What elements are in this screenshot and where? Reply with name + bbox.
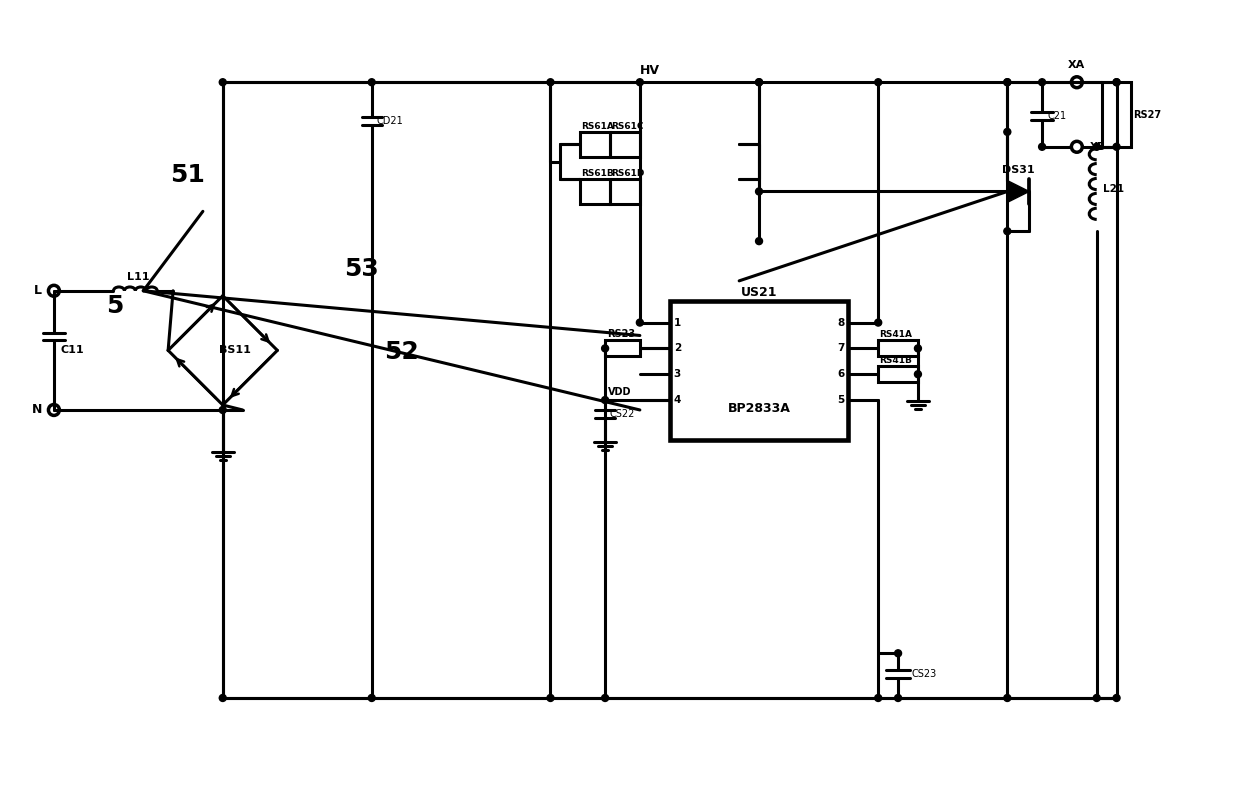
Circle shape [1114, 694, 1120, 701]
Text: C11: C11 [61, 345, 84, 356]
Circle shape [601, 694, 609, 701]
Text: 2: 2 [673, 343, 681, 353]
Circle shape [368, 79, 376, 86]
Circle shape [1114, 143, 1120, 151]
Text: 5: 5 [107, 294, 124, 318]
Circle shape [368, 694, 376, 701]
Text: 1: 1 [673, 318, 681, 327]
Circle shape [1004, 228, 1011, 235]
Text: 5: 5 [837, 395, 844, 405]
Circle shape [219, 407, 226, 413]
Circle shape [914, 371, 921, 377]
Text: CD21: CD21 [377, 116, 403, 126]
Text: CS22: CS22 [609, 409, 635, 419]
Text: RS27: RS27 [1133, 109, 1162, 120]
Text: 4: 4 [673, 395, 681, 405]
Circle shape [914, 345, 921, 352]
Text: 52: 52 [384, 340, 419, 364]
Text: RS23: RS23 [608, 330, 635, 339]
Text: BP2833A: BP2833A [728, 402, 790, 415]
Text: 53: 53 [345, 257, 379, 281]
Bar [610, 179, 640, 204]
Text: 7: 7 [837, 343, 844, 353]
Circle shape [1094, 694, 1100, 701]
Text: RS61B: RS61B [582, 169, 614, 178]
Text: C21: C21 [1047, 111, 1066, 121]
Circle shape [755, 188, 763, 195]
Text: HV: HV [640, 64, 660, 77]
Circle shape [1039, 143, 1045, 151]
Text: N: N [31, 403, 42, 416]
Text: L21: L21 [1102, 184, 1123, 194]
Text: L11: L11 [126, 272, 150, 282]
Circle shape [874, 319, 882, 326]
Text: CS23: CS23 [911, 669, 937, 679]
Bar [670, 301, 848, 440]
Text: 51: 51 [171, 163, 206, 186]
Circle shape [219, 79, 226, 86]
Circle shape [1004, 129, 1011, 135]
Circle shape [755, 79, 763, 86]
Circle shape [219, 694, 226, 701]
Circle shape [1114, 79, 1120, 86]
Circle shape [874, 694, 882, 701]
Bar [610, 132, 640, 156]
Circle shape [547, 694, 554, 701]
Text: DS31: DS31 [1002, 164, 1034, 175]
Circle shape [601, 397, 609, 403]
Bar [1101, 83, 1131, 147]
Text: L: L [33, 284, 42, 297]
Circle shape [1004, 79, 1011, 86]
Circle shape [1094, 143, 1100, 151]
Text: XB: XB [1090, 142, 1106, 151]
Text: XA: XA [1068, 60, 1085, 70]
Circle shape [636, 79, 644, 86]
Text: RS41A: RS41A [879, 330, 913, 339]
Circle shape [1114, 79, 1120, 86]
Circle shape [755, 79, 763, 86]
Circle shape [874, 79, 882, 86]
Text: RS61A: RS61A [582, 122, 614, 131]
Circle shape [1039, 79, 1045, 86]
Circle shape [894, 650, 901, 657]
Circle shape [755, 237, 763, 245]
Bar [580, 179, 610, 204]
Text: US21: US21 [740, 286, 777, 299]
Circle shape [636, 319, 644, 326]
Circle shape [894, 694, 901, 701]
Circle shape [1004, 694, 1011, 701]
Text: RS41B: RS41B [879, 356, 913, 365]
Circle shape [547, 79, 554, 86]
Text: 3: 3 [673, 369, 681, 379]
Text: RS61C: RS61C [611, 122, 644, 131]
Text: 8: 8 [837, 318, 844, 327]
Text: RS61D: RS61D [611, 169, 645, 178]
Polygon shape [1007, 181, 1029, 202]
Circle shape [601, 345, 609, 352]
Text: 6: 6 [837, 369, 844, 379]
Bar [878, 366, 918, 382]
Text: VDD: VDD [608, 387, 631, 397]
Text: BS11: BS11 [218, 345, 250, 356]
Bar [605, 340, 640, 356]
Bar [580, 132, 610, 156]
Bar [878, 340, 918, 356]
Circle shape [1004, 79, 1011, 86]
